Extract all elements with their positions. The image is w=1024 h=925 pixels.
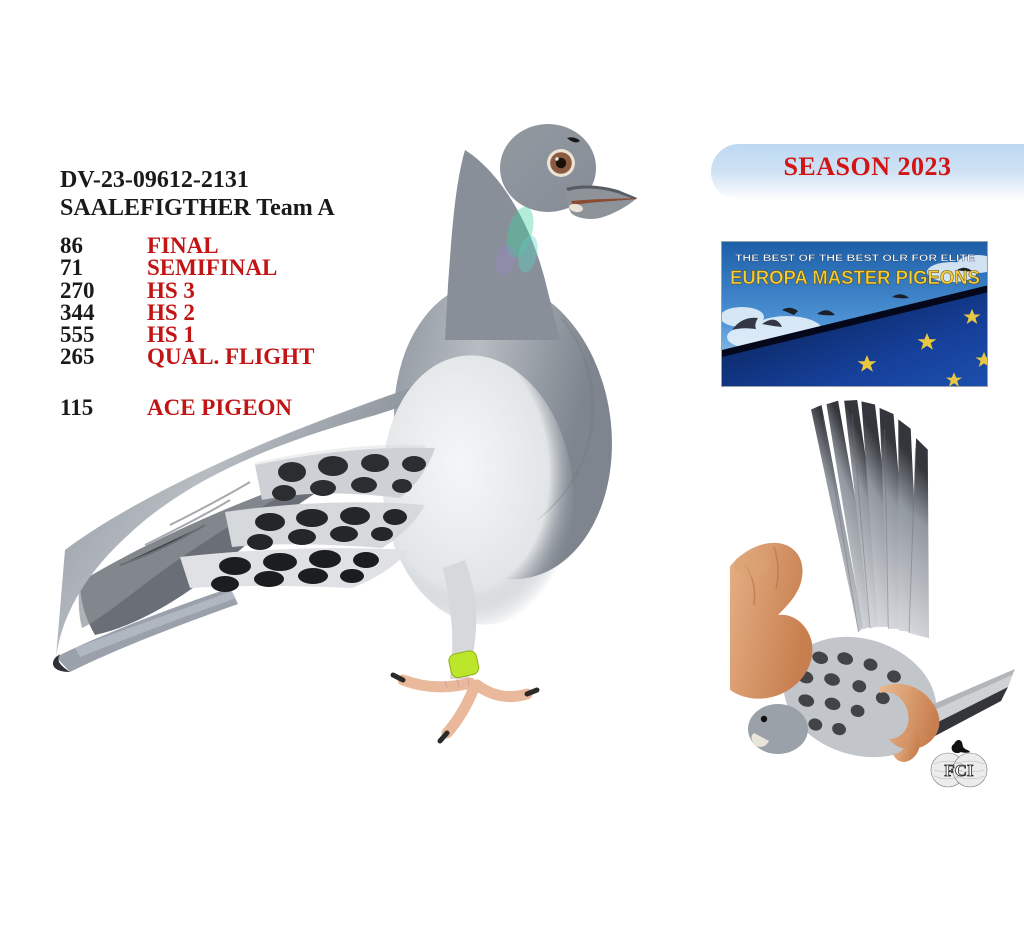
svg-text:FCI: FCI xyxy=(944,761,974,780)
svg-text:EUROPA MASTER PIGEONS: EUROPA MASTER PIGEONS xyxy=(730,268,980,289)
svg-text:THE BEST OF THE BEST OLR FOR E: THE BEST OF THE BEST OLR FOR ELITE xyxy=(735,253,975,264)
